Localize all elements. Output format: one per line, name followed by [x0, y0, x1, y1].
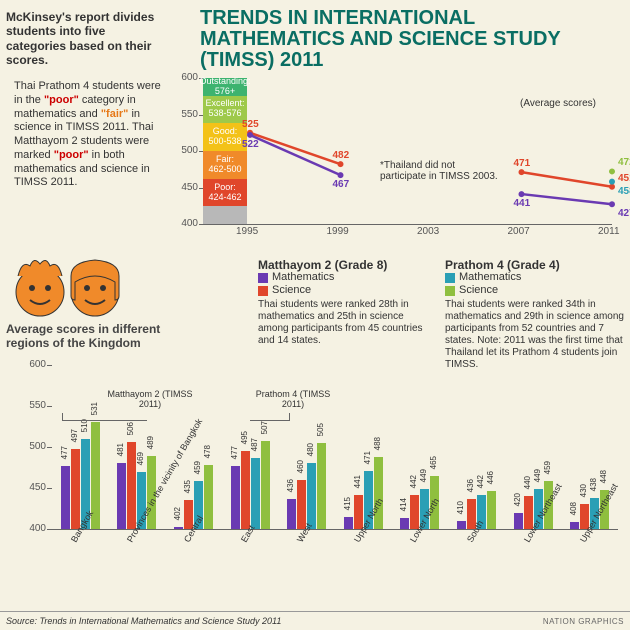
bar: [261, 441, 270, 529]
bar: [457, 521, 466, 529]
legend-g4-sci: Science: [459, 284, 498, 296]
line-point-label: 471: [514, 158, 531, 169]
bar: [570, 522, 579, 529]
legend-g8-math-swatch: [258, 273, 268, 283]
bar-value: 507: [260, 421, 272, 434]
legend-g8-math: Mathematics: [272, 271, 334, 283]
line-point-label: 441: [514, 198, 531, 209]
bar: [251, 458, 260, 529]
line-point-label: 427: [618, 208, 630, 219]
legend-g4-math: Mathematics: [459, 271, 521, 283]
title-line1: TRENDS IN INTERNATIONAL: [200, 7, 475, 29]
bar-value: 448: [599, 470, 611, 483]
legend-g4-sci-swatch: [445, 286, 455, 296]
bar-value: 506: [126, 422, 138, 435]
bar-ytick: 550: [22, 400, 46, 411]
grade4-body: Thai students were ranked 34th in mathem…: [445, 299, 625, 371]
bar-label-line-g4: [250, 413, 290, 421]
title-line3: (TIMSS) 2011: [200, 49, 323, 71]
bar: [307, 463, 316, 529]
footer-rule: [0, 611, 630, 612]
main-title: TRENDS IN INTERNATIONAL MATHEMATICS AND …: [200, 8, 561, 71]
bar: [317, 443, 326, 529]
bar-ytick: 500: [22, 441, 46, 452]
bar: [231, 466, 240, 529]
line-point-label: 522: [242, 139, 259, 150]
bar-value: 459: [543, 461, 555, 474]
line-point-label: 482: [333, 150, 350, 161]
grade4-heading: Prathom 4 (Grade 4): [445, 258, 560, 272]
bar-value: 488: [373, 437, 385, 450]
bar: [174, 527, 183, 529]
line-point-label: 451: [618, 173, 630, 184]
bar: [241, 451, 250, 529]
legend-g4-math-swatch: [445, 273, 455, 283]
grade8-body: Thai students were ranked 28th in mathem…: [258, 299, 433, 347]
avg-scores-note: (Average scores): [520, 98, 596, 109]
left-body: Thai Prathom 4 students were in the "poo…: [14, 80, 164, 190]
bar-value: 489: [146, 436, 158, 449]
bar-value: 505: [316, 423, 328, 436]
bar-ytick: 450: [22, 482, 46, 493]
title-line2: MATHEMATICS AND SCIENCE STUDY: [200, 28, 561, 50]
bar: [514, 513, 523, 529]
thailand-note: *Thailand did not participate in TIMSS 2…: [380, 160, 500, 182]
bar-value: 478: [203, 445, 215, 458]
bar-value: 465: [429, 456, 441, 469]
line-point-label: 525: [242, 119, 259, 130]
bar-label-line-g8: [62, 413, 147, 421]
line-point-label: 472: [618, 157, 630, 168]
bar: [204, 465, 213, 529]
bar: [487, 491, 496, 529]
bar: [400, 518, 409, 529]
bar: [61, 466, 70, 529]
source-text: Source: Trends in International Mathemat…: [6, 616, 281, 626]
bar-value: 446: [486, 471, 498, 484]
left-heading: McKinsey's report divides students into …: [6, 10, 166, 68]
faces-illustration: [10, 252, 130, 327]
grade8-heading: Matthayom 2 (Grade 8): [258, 258, 387, 272]
line-point-label: 467: [333, 179, 350, 190]
bar-label-g4: Prathom 4 (TIMSS 2011): [248, 390, 338, 410]
faces-icon: [10, 252, 130, 322]
bar: [344, 517, 353, 529]
bar: [287, 499, 296, 529]
legend-g8-sci: Science: [272, 284, 311, 296]
bar-ytick: 600: [22, 359, 46, 370]
bar-label-g8: Matthayom 2 (TIMSS 2011): [105, 390, 195, 410]
line-point-label: 458: [618, 186, 630, 197]
credit-text: NATION GRAPHICS: [543, 617, 624, 626]
bar: [117, 463, 126, 529]
bar-ytick: 400: [22, 523, 46, 534]
legend-g8-sci-swatch: [258, 286, 268, 296]
bar: [71, 449, 80, 529]
regions-title: Average scores in different regions of t…: [6, 322, 176, 351]
